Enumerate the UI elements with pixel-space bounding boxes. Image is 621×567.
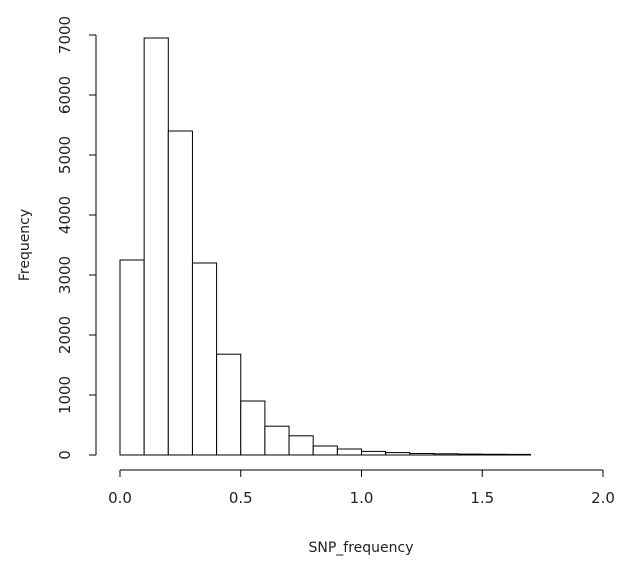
histogram-bar bbox=[361, 450, 387, 456]
y-axis-label: Frequency bbox=[17, 209, 33, 281]
x-tick-label: 1.5 bbox=[470, 489, 494, 507]
histogram-bar bbox=[409, 453, 435, 456]
y-tick-label: 7000 bbox=[56, 16, 74, 54]
x-tick-label: 0.5 bbox=[229, 489, 253, 507]
histogram-bar bbox=[264, 425, 290, 456]
x-axis-label: SNP_frequency bbox=[308, 540, 413, 556]
histogram-bar bbox=[240, 400, 266, 456]
y-tick-label: 1000 bbox=[56, 376, 74, 414]
histogram-bar bbox=[216, 353, 242, 456]
histogram-bar bbox=[119, 259, 145, 456]
x-axis-ticks: 0.0 0.5 1.0 1.5 2.0 bbox=[108, 470, 615, 507]
histogram-bar bbox=[481, 453, 507, 456]
histogram-bar bbox=[385, 452, 411, 456]
x-tick-label: 1.0 bbox=[350, 489, 374, 507]
y-tick-label: 0 bbox=[56, 450, 74, 460]
histogram-bar bbox=[336, 448, 363, 456]
histogram-bar bbox=[312, 445, 338, 456]
histogram-bar bbox=[505, 453, 532, 456]
histogram-bar bbox=[167, 130, 193, 456]
x-tick-label: 2.0 bbox=[591, 489, 615, 507]
histogram-bar bbox=[457, 453, 483, 456]
histogram-bar bbox=[288, 435, 314, 456]
y-tick-label: 6000 bbox=[56, 76, 74, 114]
y-tick-label: 3000 bbox=[56, 256, 74, 294]
y-axis-ticks: 0 1000 2000 3000 4000 5000 6000 7000 bbox=[56, 16, 96, 460]
y-tick-label: 2000 bbox=[56, 316, 74, 354]
y-tick-label: 4000 bbox=[56, 196, 74, 234]
x-tick-label: 0.0 bbox=[108, 489, 132, 507]
histogram-bar bbox=[433, 453, 459, 456]
histogram-bar bbox=[191, 262, 218, 456]
y-tick-label: 5000 bbox=[56, 136, 74, 174]
histogram-bar bbox=[143, 37, 169, 456]
bars-group bbox=[119, 37, 532, 456]
